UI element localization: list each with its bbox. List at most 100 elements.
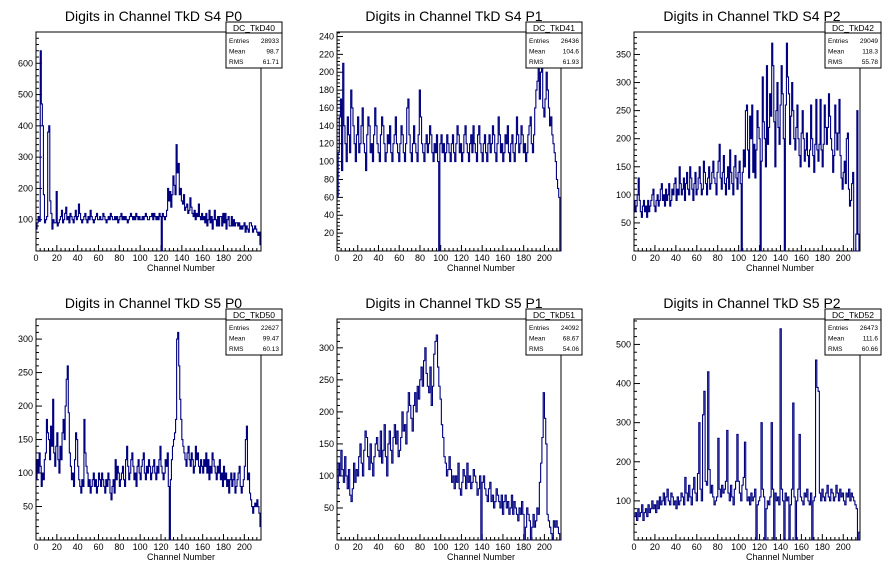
histogram-series-line xyxy=(337,334,561,541)
histogram-series-line xyxy=(634,42,860,252)
y-tick-label: 250 xyxy=(18,368,33,378)
x-tick-label: 180 xyxy=(216,253,231,263)
y-tick-label: 300 xyxy=(616,78,631,88)
stats-label-entries: Entries xyxy=(529,325,550,332)
y-tick-label: 100 xyxy=(319,471,334,481)
x-tick-label: 200 xyxy=(237,253,252,263)
stats-value-mean: 68.67 xyxy=(563,336,580,343)
y-tick-label: 20 xyxy=(324,228,334,238)
y-tick-label: 50 xyxy=(621,218,631,228)
y-tick-label: 400 xyxy=(616,379,631,389)
x-tick-label: 140 xyxy=(773,542,788,552)
stats-value-mean: 111.6 xyxy=(863,336,879,343)
stats-box xyxy=(824,308,882,356)
y-tick-label: 300 xyxy=(319,343,334,353)
x-tick-label: 120 xyxy=(153,542,168,552)
chart-title: Digits in Channel TkD S5 P2 xyxy=(663,295,840,311)
x-tick-label: 0 xyxy=(631,542,636,552)
y-tick-label: 300 xyxy=(18,334,33,344)
stats-box-title: DC_TkD52 xyxy=(832,310,874,320)
x-tick-label: 100 xyxy=(433,542,448,552)
x-tick-label: 180 xyxy=(516,253,531,263)
x-axis-label: Channel Number xyxy=(147,552,215,562)
stats-box xyxy=(225,308,283,356)
y-tick-label: 300 xyxy=(18,152,33,162)
x-tick-label: 180 xyxy=(815,542,830,552)
x-tick-label: 40 xyxy=(373,253,383,263)
stats-label-rms: RMS xyxy=(229,346,244,353)
y-tick-label: 120 xyxy=(319,139,334,149)
x-axis-label: Channel Number xyxy=(746,552,814,562)
y-tick-label: 300 xyxy=(616,418,631,428)
stats-value-mean: 104.6 xyxy=(563,49,580,56)
y-tick-label: 50 xyxy=(324,503,334,513)
x-tick-label: 100 xyxy=(433,253,448,263)
stats-value-entries: 28933 xyxy=(261,38,279,45)
stats-label-rms: RMS xyxy=(529,59,544,66)
x-tick-label: 100 xyxy=(133,542,148,552)
y-tick-label: 240 xyxy=(319,31,334,41)
x-tick-label: 180 xyxy=(516,542,531,552)
x-tick-label: 20 xyxy=(353,253,363,263)
x-tick-label: 0 xyxy=(334,542,339,552)
y-tick-label: 100 xyxy=(319,157,334,167)
x-tick-label: 40 xyxy=(671,253,681,263)
y-tick-label: 60 xyxy=(324,192,334,202)
stats-label-rms: RMS xyxy=(529,346,544,353)
stats-value-entries: 24092 xyxy=(561,325,579,332)
x-tick-label: 40 xyxy=(73,253,83,263)
stats-box-title: DC_TkD40 xyxy=(233,23,275,33)
stats-value-entries: 22627 xyxy=(261,325,279,332)
y-tick-label: 100 xyxy=(616,496,631,506)
x-tick-label: 160 xyxy=(495,253,510,263)
x-tick-label: 0 xyxy=(631,253,636,263)
x-tick-label: 120 xyxy=(454,542,469,552)
y-tick-label: 500 xyxy=(18,90,33,100)
stats-value-rms: 54.06 xyxy=(563,346,580,353)
y-tick-label: 150 xyxy=(319,439,334,449)
stats-label-rms: RMS xyxy=(828,59,843,66)
y-tick-label: 500 xyxy=(616,339,631,349)
histogram-panel: Digits in Channel TkD S4 P0 0 20 40 60 80 100 1… xyxy=(18,8,283,273)
y-tick-label: 400 xyxy=(18,121,33,131)
x-tick-label: 120 xyxy=(752,253,767,263)
y-tick-label: 250 xyxy=(616,106,631,116)
y-tick-label: 100 xyxy=(18,215,33,225)
y-tick-label: 180 xyxy=(319,85,334,95)
stats-label-mean: Mean xyxy=(529,336,546,343)
stats-box xyxy=(525,21,583,69)
x-tick-label: 60 xyxy=(692,253,702,263)
stats-value-entries: 26473 xyxy=(860,325,878,332)
stats-box xyxy=(525,308,583,356)
y-tick-label: 200 xyxy=(616,457,631,467)
x-tick-label: 180 xyxy=(815,253,830,263)
x-tick-label: 140 xyxy=(773,253,788,263)
stats-value-entries: 26436 xyxy=(561,38,579,45)
x-tick-label: 60 xyxy=(93,542,103,552)
x-tick-label: 20 xyxy=(353,542,363,552)
x-tick-label: 200 xyxy=(537,542,552,552)
stats-box-title: DC_TkD51 xyxy=(533,310,575,320)
x-tick-label: 80 xyxy=(415,542,425,552)
y-tick-label: 150 xyxy=(18,435,33,445)
stats-box xyxy=(824,21,882,69)
x-tick-label: 20 xyxy=(52,542,62,552)
x-tick-label: 120 xyxy=(153,253,168,263)
histogram-series-line xyxy=(634,328,860,541)
stats-label-mean: Mean xyxy=(828,336,845,343)
y-tick-label: 250 xyxy=(319,375,334,385)
x-tick-label: 60 xyxy=(93,253,103,263)
y-tick-label: 350 xyxy=(616,49,631,59)
x-tick-label: 0 xyxy=(33,253,38,263)
x-tick-label: 60 xyxy=(394,253,404,263)
x-tick-label: 160 xyxy=(794,253,809,263)
x-tick-label: 120 xyxy=(454,253,469,263)
x-tick-label: 160 xyxy=(195,253,210,263)
chart-title: Digits in Channel TkD S4 P1 xyxy=(365,8,542,24)
stats-label-entries: Entries xyxy=(828,325,849,332)
x-tick-label: 160 xyxy=(195,542,210,552)
y-tick-label: 140 xyxy=(319,121,334,131)
y-tick-label: 200 xyxy=(616,134,631,144)
stats-value-rms: 55.78 xyxy=(862,59,879,66)
x-tick-label: 180 xyxy=(216,542,231,552)
